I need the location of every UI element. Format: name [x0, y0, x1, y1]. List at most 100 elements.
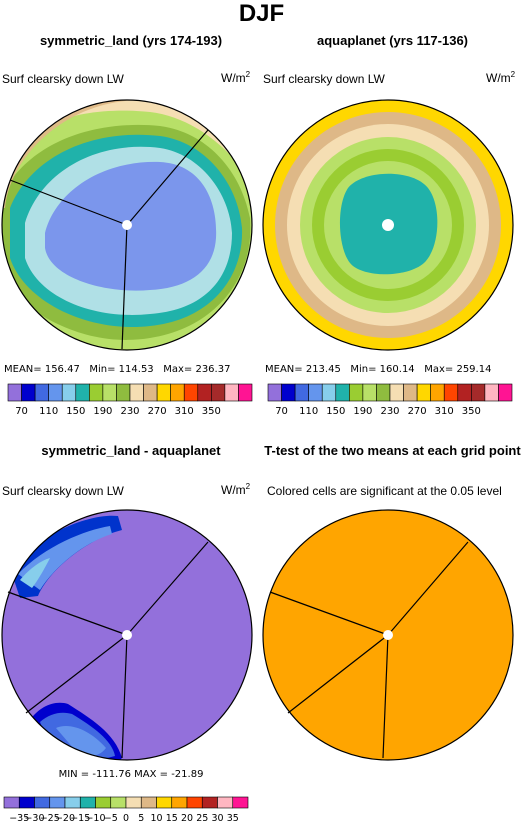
- colorbar-swatch: [267, 383, 282, 402]
- colorbar-swatch: [156, 383, 171, 402]
- colorbar-tick-label: 15: [166, 813, 178, 824]
- map-boundary: [262, 509, 514, 761]
- colorbar-tick-label: 10: [150, 813, 162, 824]
- polar-map-ttest: [262, 509, 514, 761]
- colorbar-swatch: [362, 383, 377, 402]
- coastline: [387, 541, 469, 636]
- colorbar-swatch: [217, 796, 234, 809]
- colorbar-swatch: [125, 796, 142, 809]
- colorbar-swatch: [34, 383, 49, 402]
- colorbar-swatch: [201, 796, 218, 809]
- variable-label: Surf clearsky down LW: [2, 72, 124, 86]
- colorbar-tick-label: 30: [211, 813, 223, 824]
- panel-title-aquaplanet: aquaplanet (yrs 117-136): [316, 33, 469, 48]
- colorbar-swatch: [183, 383, 199, 402]
- colorbar-swatch: [321, 383, 337, 402]
- colorbar-difference: −35−30−25−20−15−10−5 0 5 10 15 20 25 30 35: [3, 796, 249, 824]
- colorbar-swatch: [61, 383, 77, 402]
- colorbar-tick-label: 20: [181, 813, 193, 824]
- colorbar-swatch: [129, 383, 144, 402]
- colorbar-tick-label: 110: [299, 406, 318, 417]
- units-label: W/m2: [221, 482, 251, 497]
- pole-marker: [122, 220, 132, 230]
- band-neg-25: [56, 726, 106, 757]
- colorbar-tick-label: 190: [353, 406, 372, 417]
- colorbar-swatch: [18, 796, 35, 809]
- coastline: [269, 591, 389, 636]
- coastline: [126, 541, 209, 636]
- variable-label: Surf clearsky down LW: [263, 72, 385, 86]
- colorbar-tick-label: −30: [24, 813, 44, 824]
- colorbar-swatch: [110, 796, 127, 809]
- panel-title-difference: symmetric_land - aquaplanet: [41, 443, 221, 458]
- colorbar-tick-label: −5: [104, 813, 118, 824]
- coastline: [121, 634, 128, 759]
- stats-line: MEAN= 213.45 Min= 160.14 Max= 259.14: [265, 364, 492, 375]
- colorbar-swatch: [349, 383, 364, 402]
- colorbar-swatch: [430, 383, 445, 402]
- colorbar-swatch: [186, 796, 203, 809]
- colorbar-tick-label: 5: [138, 813, 144, 824]
- pole-marker: [383, 630, 393, 640]
- colorbar-tick-label: 350: [202, 406, 221, 417]
- colorbar-symmetric-land: 70 110 150 190 230 270 310 350: [7, 383, 253, 417]
- stats-line: MEAN= 156.47 Min= 114.53 Max= 236.37: [4, 364, 231, 375]
- coastline: [287, 634, 389, 714]
- units-label: W/m2: [221, 70, 251, 85]
- map-boundary: [1, 99, 253, 351]
- variable-label: Surf clearsky down LW: [2, 484, 124, 498]
- colorbar-swatch: [389, 383, 404, 402]
- colorbar-swatch: [156, 796, 173, 809]
- colorbar-swatch: [143, 383, 158, 402]
- band-neg-25: [18, 526, 112, 590]
- polar-map-aquaplanet: [262, 99, 514, 351]
- colorbar-tick-label: 0: [123, 813, 129, 824]
- pole-marker: [382, 219, 394, 231]
- colorbar-swatch: [64, 796, 81, 809]
- colorbar-swatch: [403, 383, 418, 402]
- colorbar-swatch: [232, 796, 249, 809]
- main-title: DJF: [238, 0, 285, 27]
- colorbar-swatch: [95, 796, 112, 809]
- colorbar-swatch: [238, 383, 253, 402]
- colorbar-swatch: [416, 383, 431, 402]
- map-boundary: [1, 509, 253, 761]
- colorbar-tick-label: 270: [408, 406, 427, 417]
- panel-title-symmetric-land: symmetric_land (yrs 174-193): [39, 33, 223, 48]
- colorbar-swatch: [294, 383, 309, 402]
- colorbar-swatch: [484, 383, 499, 402]
- colorbar-swatch: [211, 383, 226, 402]
- colorbar-swatch: [171, 796, 188, 809]
- pole-marker: [122, 630, 132, 640]
- polar-map-difference: [1, 509, 253, 761]
- colorbar-tick-label: 310: [435, 406, 454, 417]
- coastline: [7, 591, 128, 636]
- colorbar-aquaplanet: 70 110 150 190 230 270 310 350: [267, 383, 513, 417]
- band-neg-20: [20, 558, 50, 588]
- colorbar-tick-label: −20: [55, 813, 75, 824]
- colorbar-tick-label: −10: [85, 813, 105, 824]
- colorbar-swatch: [457, 383, 472, 402]
- colorbar-tick-label: 190: [93, 406, 112, 417]
- coastline: [121, 224, 128, 350]
- colorbar-tick-label: 150: [326, 406, 345, 417]
- colorbar-tick-label: 70: [275, 406, 288, 417]
- panel-title-ttest: T-test of the two means at each grid poi…: [264, 443, 521, 458]
- colorbar-tick-label: −35: [9, 813, 29, 824]
- colorbar-swatch: [335, 383, 350, 402]
- coastline: [9, 179, 128, 226]
- colorbar-swatch: [140, 796, 157, 809]
- map-boundary: [262, 99, 514, 351]
- colorbar-tick-label: 230: [120, 406, 139, 417]
- colorbar-tick-label: 150: [66, 406, 85, 417]
- colorbar-tick-label: 230: [380, 406, 399, 417]
- colorbar-swatch: [21, 383, 36, 402]
- colorbar-swatch: [3, 796, 20, 809]
- colorbar-swatch: [498, 383, 513, 402]
- colorbar-swatch: [443, 383, 459, 402]
- colorbar-tick-label: −25: [40, 813, 60, 824]
- colorbar-swatch: [79, 796, 96, 809]
- colorbar-swatch: [49, 796, 66, 809]
- colorbar-swatch: [48, 383, 63, 402]
- colorbar-swatch: [376, 383, 391, 402]
